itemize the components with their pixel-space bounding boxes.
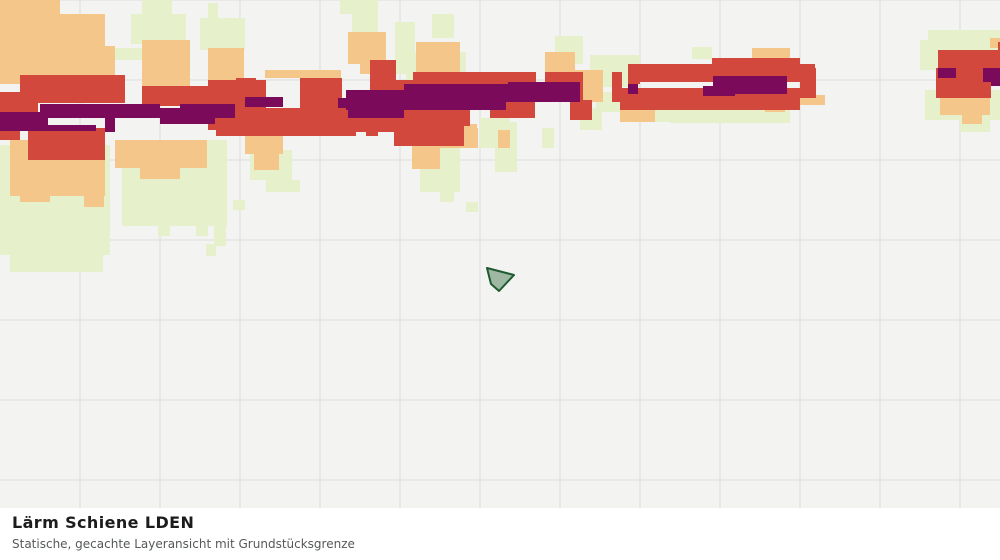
noise-class-4-layer [0, 68, 1000, 132]
noise-cell-class-2 [752, 48, 790, 58]
noise-map[interactable] [0, 0, 1000, 508]
noise-cell-class-3 [480, 72, 536, 84]
noise-cell-class-1 [266, 180, 300, 192]
noise-cell-class-4 [40, 104, 160, 118]
noise-cell-class-4 [245, 97, 283, 107]
noise-cell-class-4 [991, 78, 1000, 86]
noise-cell-class-3 [63, 148, 105, 160]
noise-cell-class-1 [233, 200, 245, 210]
noise-cell-class-2 [254, 150, 279, 170]
noise-cell-class-3 [236, 78, 256, 92]
map-caption: Lärm Schiene LDEN Statische, gecachte La… [0, 508, 1000, 560]
noise-cell-class-3 [570, 100, 592, 120]
noise-cell-class-1 [131, 14, 186, 44]
noise-cell-class-1 [466, 202, 478, 212]
noise-cell-class-1 [142, 0, 172, 18]
noise-cell-class-3 [20, 75, 125, 103]
noise-cell-class-1 [115, 48, 145, 60]
noise-cell-class-3 [300, 78, 342, 112]
noise-cell-class-2 [990, 38, 1000, 48]
noise-cell-class-4 [180, 104, 235, 118]
map-title: Lärm Schiene LDEN [12, 513, 195, 532]
noise-cell-class-2 [20, 190, 50, 202]
noise-cell-class-4 [348, 108, 404, 118]
noise-cell-class-3 [370, 60, 396, 92]
noise-cell-class-4 [938, 68, 956, 78]
noise-cell-class-3 [628, 64, 640, 84]
noise-cell-class-2 [0, 0, 60, 18]
noise-cell-class-4 [703, 86, 735, 96]
parcel-boundary[interactable] [486, 267, 515, 292]
noise-cell-class-2 [498, 130, 510, 148]
noise-cell-class-2 [0, 14, 105, 76]
noise-cell-class-2 [800, 95, 825, 105]
noise-cell-class-1 [340, 0, 378, 14]
noise-cell-class-4 [105, 118, 115, 132]
noise-cell-class-3 [800, 68, 816, 98]
noise-cell-class-2 [84, 195, 104, 207]
noise-cell-class-1 [432, 14, 454, 38]
noise-cell-class-3 [440, 110, 470, 126]
noise-cell-class-1 [440, 188, 454, 202]
noise-cell-class-4 [628, 84, 638, 94]
noise-cell-class-1 [196, 224, 208, 236]
noise-cell-class-1 [928, 30, 1000, 50]
noise-cell-class-2 [142, 40, 190, 86]
noise-cell-class-4 [508, 82, 580, 102]
noise-cell-class-2 [940, 95, 990, 115]
noise-cell-class-4 [0, 125, 96, 131]
noise-cell-class-2 [115, 140, 207, 168]
noise-cell-class-3 [366, 128, 378, 136]
noise-cell-class-2 [348, 32, 386, 64]
map-subtitle: Statische, gecachte Layeransicht mit Gru… [12, 537, 355, 551]
map-canvas [0, 0, 1000, 508]
noise-cell-class-3 [612, 72, 622, 102]
noise-cell-class-1 [214, 226, 226, 246]
noise-cell-class-1 [692, 47, 712, 59]
noise-cell-class-3 [712, 58, 800, 70]
noise-cell-class-3 [938, 50, 1000, 72]
noise-cell-class-1 [208, 3, 218, 23]
noise-cell-class-3 [142, 86, 218, 106]
noise-cell-class-1 [542, 128, 554, 148]
noise-cell-class-2 [962, 112, 982, 124]
noise-cell-class-2 [620, 108, 655, 122]
noise-cell-class-2 [265, 70, 341, 78]
noise-cell-class-1 [200, 18, 245, 50]
noise-cell-class-1 [158, 224, 170, 236]
noise-cell-class-1 [18, 250, 28, 272]
noise-cell-class-2 [140, 165, 180, 179]
noise-cell-class-1 [206, 244, 216, 256]
noise-cell-class-3 [998, 42, 1000, 52]
noise-cell-class-2 [105, 46, 115, 76]
noise-cell-class-3 [216, 108, 356, 136]
noise-cell-class-4 [403, 96, 483, 110]
